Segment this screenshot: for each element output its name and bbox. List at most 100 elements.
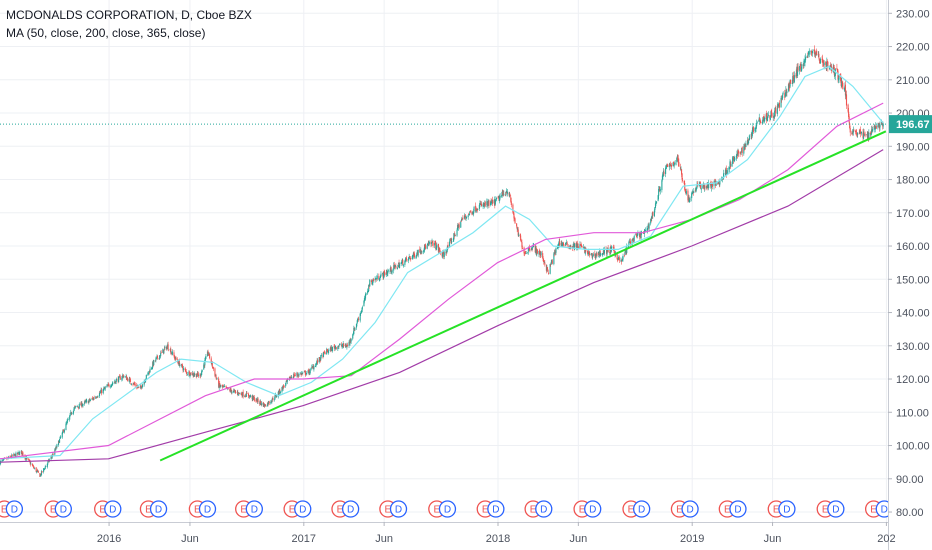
candle-body <box>394 265 396 267</box>
candle <box>503 190 505 196</box>
candle-body <box>222 386 224 388</box>
candle-body <box>69 413 71 417</box>
candle-body <box>242 391 244 397</box>
candle <box>147 373 149 374</box>
candle-body <box>458 224 460 228</box>
candle-body <box>466 216 468 218</box>
candle <box>207 349 209 357</box>
candle-body <box>140 385 142 387</box>
candle <box>348 340 350 349</box>
candle-body <box>579 244 581 248</box>
candle-body <box>361 306 363 310</box>
candle <box>477 208 479 211</box>
indicator-legend[interactable]: MA (50, close, 200, close, 365, close) <box>6 26 206 40</box>
candle-body <box>346 345 348 348</box>
candle-body <box>848 116 850 123</box>
candle-body <box>359 313 361 321</box>
candle-body <box>294 375 296 377</box>
candle-body <box>792 76 794 85</box>
candle-body <box>188 371 190 376</box>
candle-body <box>201 369 203 372</box>
candle <box>588 250 591 258</box>
candle-body <box>652 211 654 216</box>
candle-body <box>748 141 750 144</box>
candle <box>756 120 758 125</box>
candle-body <box>863 132 865 134</box>
candle-body <box>531 248 533 250</box>
candle-body <box>168 349 170 351</box>
candle-body <box>696 184 698 189</box>
candle-body <box>96 397 98 399</box>
candle-body <box>617 259 619 261</box>
candle-body <box>576 242 578 248</box>
candle <box>562 241 564 247</box>
candle-body <box>774 110 776 118</box>
event-letter: D <box>204 505 211 516</box>
candle-body <box>178 360 180 366</box>
candle <box>369 279 371 287</box>
candle-body <box>421 251 423 253</box>
candle <box>67 417 69 420</box>
price-tick-label: 130.00 <box>896 341 930 353</box>
price-tick-label: 100.00 <box>896 441 930 453</box>
candle-body <box>570 245 572 248</box>
candle-body <box>331 346 334 352</box>
candle <box>462 215 464 221</box>
candle-body <box>154 360 156 362</box>
candle-body <box>324 352 326 355</box>
candle-body <box>252 395 254 400</box>
candle-body <box>261 402 263 405</box>
event-letter: E <box>433 505 440 516</box>
candle <box>129 377 131 383</box>
candle-body <box>155 358 157 361</box>
candle <box>285 382 287 388</box>
symbol-title[interactable]: MCDONALDS CORPORATION, D, Cboe BZX <box>6 8 252 22</box>
candle <box>629 238 632 248</box>
dividend-marker: D <box>149 500 168 518</box>
event-letter: D <box>492 505 499 516</box>
candle-body <box>317 360 319 363</box>
candle-body <box>499 197 501 202</box>
candle <box>190 371 192 376</box>
candle-body <box>868 132 870 139</box>
candle-body <box>319 357 321 360</box>
candle-body <box>538 250 541 252</box>
candle <box>60 435 62 439</box>
candle <box>402 263 404 268</box>
candle-body <box>218 383 220 389</box>
candle-body <box>367 290 369 294</box>
candle-body <box>651 216 653 219</box>
candle-body <box>97 396 99 398</box>
candle-body <box>587 251 590 255</box>
candle-body <box>540 252 542 256</box>
price-tick-label: 190.00 <box>896 141 930 153</box>
candle-body <box>88 400 90 403</box>
candle-body <box>512 212 514 214</box>
candle-body <box>313 366 315 370</box>
event-circle <box>827 500 845 518</box>
candle-body <box>305 374 307 376</box>
candle-body <box>661 175 663 180</box>
candle <box>648 222 650 232</box>
candle <box>246 391 248 395</box>
candle-body <box>442 252 444 257</box>
candle-body <box>679 167 682 170</box>
candle-body <box>482 204 484 207</box>
candle <box>374 276 376 283</box>
candle <box>201 369 203 373</box>
time-tick-label: 2016 <box>97 533 121 545</box>
candle-body <box>695 187 698 190</box>
candle-body <box>86 400 88 402</box>
candle <box>338 345 340 350</box>
candle <box>847 103 849 113</box>
event-letter: D <box>299 505 306 516</box>
candle-body <box>509 194 511 196</box>
candle <box>142 383 144 388</box>
candle <box>842 81 844 90</box>
ma-line-ma50 <box>0 65 884 460</box>
candle <box>61 431 63 439</box>
candle-body <box>648 223 650 229</box>
candle-body <box>247 393 250 397</box>
